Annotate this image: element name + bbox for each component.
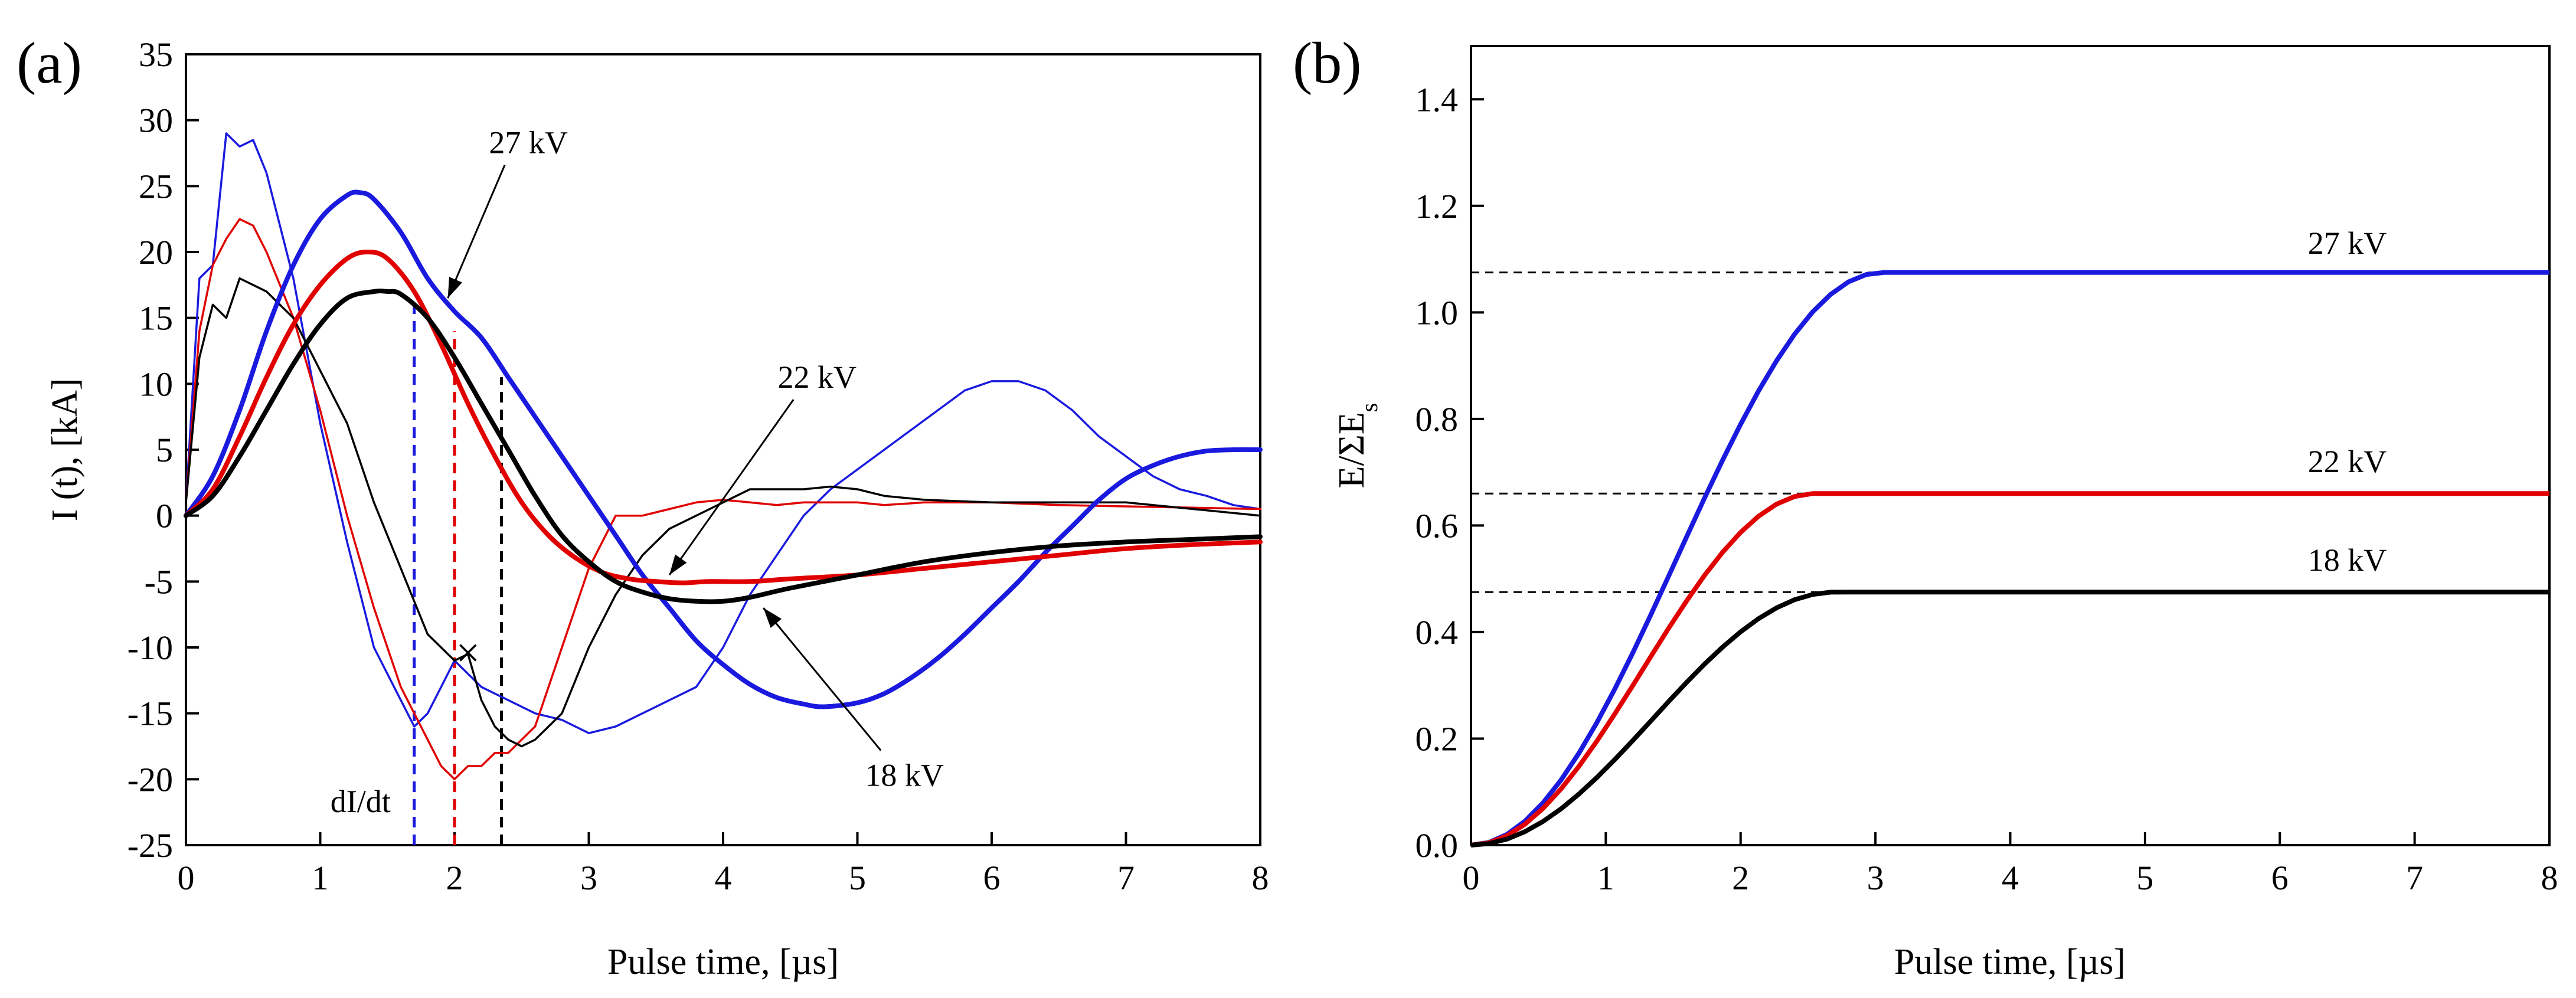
panel-a-series	[184, 132, 1263, 781]
y-tick-label: 5	[156, 431, 173, 469]
y-tick-label: 20	[139, 233, 173, 271]
y-tick-label: 0.6	[1416, 506, 1459, 545]
panel-a-y-axis-title: I (t), [kA]	[45, 378, 85, 522]
x-tick-label: 0	[1463, 859, 1480, 897]
panel-a-x-ticks: 0 1 2 3 4 5 6 7 8	[178, 832, 1269, 897]
series-line-27-kv-measured	[185, 132, 1261, 734]
x-tick-label: 2	[1732, 859, 1749, 897]
arrow-head-18-kv	[763, 608, 782, 628]
x-tick-label: 4	[715, 859, 732, 897]
x-tick-label: 8	[1252, 859, 1269, 897]
series-line-22-kv	[1470, 491, 2549, 848]
series-line-22-kv-fit	[184, 250, 1263, 585]
panel-b-y-axis-title: E/ΣEs	[1332, 403, 1382, 489]
panel-a-label: (a)	[17, 30, 82, 96]
y-tick-label: 10	[139, 365, 173, 403]
x-tick-label: 1	[1597, 859, 1614, 897]
x-tick-label: 3	[1867, 859, 1884, 897]
y-tick-label: 1.0	[1416, 293, 1459, 332]
arrow-line-18-kv	[763, 607, 882, 751]
y-tick-label: 0.4	[1416, 613, 1459, 652]
y-tick-label: 0.8	[1416, 400, 1459, 439]
x-tick-label: 3	[580, 859, 597, 897]
panel-a-x-axis-title: Pulse time, [µs]	[607, 942, 839, 982]
y-tick-label: 1.2	[1416, 187, 1459, 225]
panel-b-plot-frame	[1470, 45, 2551, 846]
y-tick-label: 0.0	[1416, 826, 1459, 865]
panel-a-chart: 0 1 2 3 4 5 6 7 8 -25 -20 -15 -10 -5 0 5 10 15 20 25 30 35 ×…	[45, 35, 1269, 982]
y-tick-label: 25	[139, 167, 173, 205]
x-tick-label: 5	[849, 859, 866, 897]
x-tick-label: 6	[983, 859, 1001, 897]
y-tick-label: 35	[139, 35, 173, 74]
arrow-line-27-kv	[447, 164, 506, 299]
panel-b-y-axis-title-sub: s	[1356, 403, 1382, 413]
arrow-head-27-kv	[447, 277, 463, 299]
panel-a-reference-lines	[413, 300, 504, 845]
arrow-head-22-kv	[669, 554, 687, 575]
series-line-27-kv-fit	[184, 189, 1263, 709]
series-line-18-kv-fit	[184, 288, 1263, 604]
panel-b-y-ticks: 0.0 0.2 0.4 0.6 0.8 1.0 1.2 1.4	[1416, 80, 1484, 865]
y-tick-label: 30	[139, 102, 173, 140]
cross-marker: ×	[456, 629, 480, 676]
x-tick-label: 1	[312, 859, 329, 897]
label-27-kv: 27 kV	[2308, 225, 2387, 261]
panel-b-chart: 0 1 2 3 4 5 6 7 8 0.0 0.2 0.4 0.6 0.8 1.0 1.2 1.4 27 kV…	[1332, 45, 2558, 982]
panel-b-y-axis-title-main: E/ΣE	[1332, 412, 1372, 488]
panel-b-x-ticks: 0 1 2 3 4 5 6 7 8	[1463, 832, 2558, 897]
x-tick-label: 2	[446, 859, 463, 897]
x-tick-label: 6	[2271, 859, 2289, 897]
x-tick-label: 4	[2002, 859, 2019, 897]
label-18-kv: 18 kV	[2308, 542, 2387, 578]
panel-a-y-ticks: -25 -20 -15 -10 -5 0 5 10 15 20 25 30 35	[128, 35, 199, 865]
x-tick-label: 8	[2541, 859, 2558, 897]
annotation-22-kv: 22 kV	[778, 359, 857, 395]
series-line-22-kv-measured	[185, 218, 1261, 781]
panel-b-x-axis-title: Pulse time, [µs]	[1894, 942, 2126, 982]
series-line-18-kv-measured	[185, 277, 1261, 748]
annotation-di-dt: dI/dt	[331, 784, 391, 819]
x-tick-label: 7	[2406, 859, 2423, 897]
panel-b-series	[1470, 270, 2549, 848]
panel-a-plot-frame	[185, 53, 1261, 846]
annotation-18-kv: 18 kV	[865, 758, 944, 793]
panel-b-plateau-lines	[1471, 271, 1882, 593]
x-tick-label: 5	[2136, 859, 2153, 897]
y-tick-label: 0	[156, 497, 173, 535]
annotation-27-kv: 27 kV	[489, 125, 568, 161]
panel-b-label: (b)	[1293, 30, 1362, 96]
y-tick-label: -20	[128, 760, 173, 799]
y-tick-label: -5	[145, 562, 173, 601]
series-line-27-kv	[1470, 270, 2549, 848]
series-line-18-kv	[1470, 590, 2549, 848]
y-tick-label: 1.4	[1416, 80, 1459, 119]
y-tick-label: 0.2	[1416, 719, 1459, 758]
panel-b-annotations: 27 kV 22 kV 18 kV	[2308, 225, 2387, 578]
x-tick-label: 0	[178, 859, 195, 897]
y-tick-label: 15	[139, 299, 173, 338]
label-22-kv: 22 kV	[2308, 444, 2387, 479]
y-tick-label: -10	[128, 629, 173, 667]
arrow-line-22-kv	[668, 399, 795, 576]
y-tick-label: -25	[128, 826, 173, 865]
y-tick-label: -15	[128, 695, 173, 733]
panel-a-annotations: × 27 kV 22 kV 18 kV dI/dt	[331, 125, 944, 820]
x-tick-label: 7	[1117, 859, 1135, 897]
